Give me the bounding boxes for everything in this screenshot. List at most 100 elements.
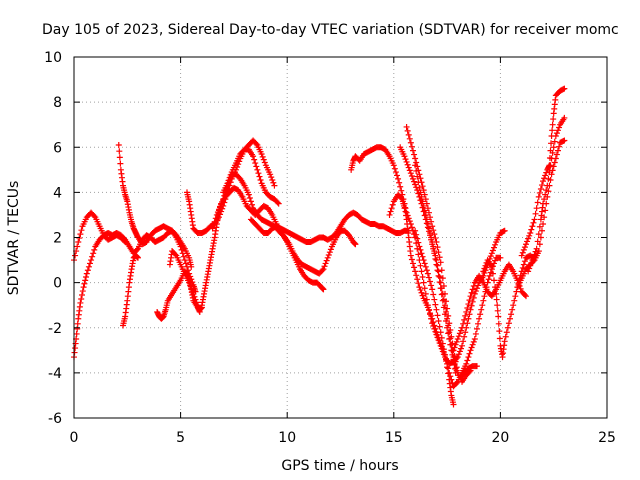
data-point <box>532 210 539 217</box>
data-point <box>517 285 524 292</box>
data-point <box>188 285 195 292</box>
data-point <box>252 160 259 167</box>
series-track-13 <box>386 191 408 218</box>
data-point <box>440 296 447 303</box>
data-point <box>133 246 140 253</box>
data-point <box>77 299 84 306</box>
data-point <box>425 274 432 281</box>
data-point <box>430 243 437 250</box>
data-point <box>78 292 85 299</box>
data-point <box>467 367 474 374</box>
data-point <box>435 268 442 275</box>
data-point <box>246 195 253 202</box>
data-point <box>85 263 92 270</box>
data-point <box>274 199 281 206</box>
data-point <box>249 201 256 208</box>
data-point <box>88 257 95 264</box>
data-point <box>427 310 434 317</box>
data-point <box>549 121 556 128</box>
data-point <box>430 291 437 298</box>
data-point <box>535 231 542 238</box>
data-point <box>408 224 415 231</box>
data-point <box>417 286 424 293</box>
data-point <box>440 346 447 353</box>
data-point <box>428 234 435 241</box>
data-point <box>323 257 330 264</box>
chart-title: Day 105 of 2023, Sidereal Day-to-day VTE… <box>42 22 619 38</box>
data-point <box>525 235 532 242</box>
data-point <box>320 266 327 273</box>
data-point <box>491 244 498 251</box>
data-point <box>521 258 528 265</box>
data-point <box>429 286 436 293</box>
y-tick-label: -2 <box>48 321 62 337</box>
data-point <box>251 156 258 163</box>
data-point <box>476 315 483 322</box>
data-point <box>549 127 556 134</box>
data-point <box>417 189 424 196</box>
data-point <box>74 325 81 332</box>
data-point <box>423 216 430 223</box>
data-point <box>521 292 528 299</box>
data-point <box>182 260 189 267</box>
data-point <box>534 199 541 206</box>
data-point <box>528 259 535 266</box>
data-point <box>84 267 91 274</box>
data-point <box>481 265 488 272</box>
data-point <box>487 253 494 260</box>
data-point <box>430 227 437 234</box>
data-point <box>530 219 537 226</box>
data-point <box>488 250 495 257</box>
data-point <box>324 254 331 261</box>
series-track-18 <box>412 227 457 408</box>
data-point <box>515 280 522 287</box>
data-point <box>425 307 432 314</box>
data-point <box>516 276 523 283</box>
data-point <box>494 302 501 309</box>
data-point <box>554 127 561 134</box>
data-point <box>469 286 476 293</box>
data-point <box>211 218 218 225</box>
data-point <box>514 284 521 291</box>
data-point <box>116 148 123 155</box>
data-point <box>74 243 81 250</box>
data-point <box>520 261 527 268</box>
data-point <box>271 182 278 189</box>
data-point <box>275 200 282 207</box>
data-point <box>416 184 423 191</box>
data-point <box>480 268 487 275</box>
data-point <box>545 175 552 182</box>
data-point <box>269 176 276 183</box>
data-point <box>417 262 424 269</box>
data-point <box>488 263 495 270</box>
data-point <box>453 338 460 345</box>
data-point <box>452 341 459 348</box>
data-point <box>486 272 493 279</box>
data-point <box>518 252 525 259</box>
data-point <box>502 333 509 340</box>
data-point <box>461 316 468 323</box>
data-point <box>388 205 395 212</box>
data-point <box>443 308 450 315</box>
data-point <box>537 234 544 241</box>
data-point <box>465 315 472 322</box>
data-point <box>453 380 460 387</box>
data-point <box>434 262 441 269</box>
y-axis-label: SDTVAR / TECUs <box>6 181 22 296</box>
data-point <box>456 348 463 355</box>
data-point <box>418 268 425 275</box>
data-point <box>89 253 96 260</box>
data-point <box>466 368 473 375</box>
data-point <box>489 247 496 254</box>
data-point <box>179 250 186 257</box>
data-point <box>254 166 261 173</box>
data-point <box>409 175 416 182</box>
data-point <box>469 341 476 348</box>
series-track-04 <box>120 252 141 329</box>
data-point <box>420 208 427 215</box>
x-tick-label: 10 <box>278 430 296 446</box>
data-point <box>418 193 425 200</box>
series-track-05 <box>154 268 203 322</box>
data-point <box>419 198 426 205</box>
data-point <box>535 248 542 255</box>
